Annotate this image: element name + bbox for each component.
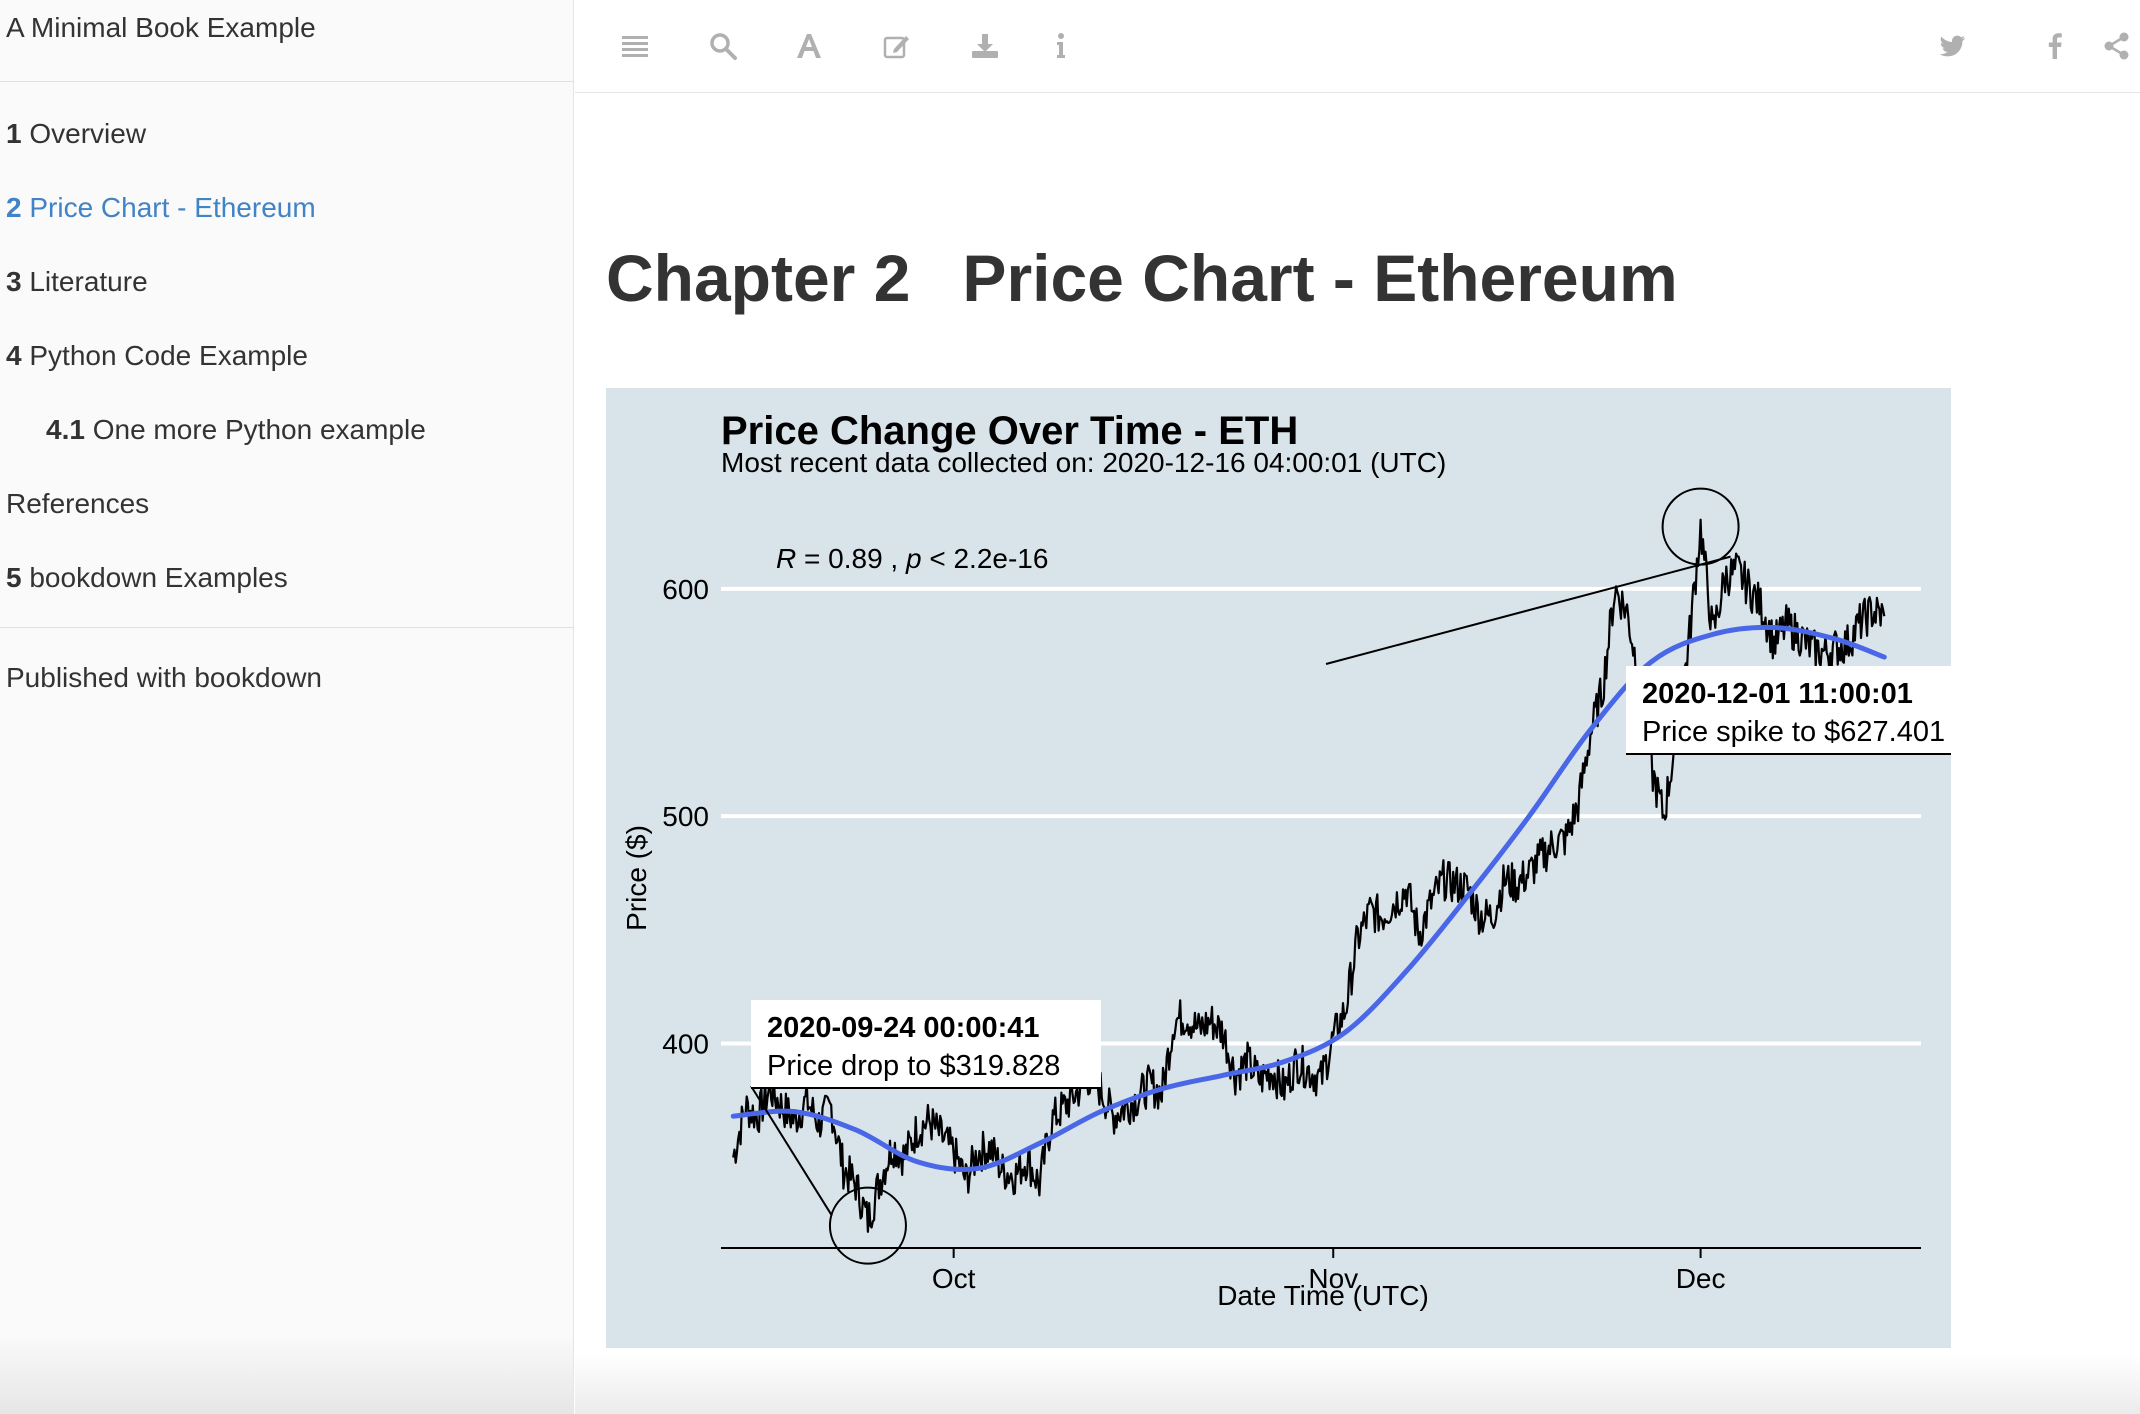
page-bottom-fade	[575, 1354, 2140, 1414]
p-value: < 2.2e-16	[929, 543, 1048, 574]
sidebar-item-number: 4	[6, 340, 22, 371]
x-tick-label: Oct	[932, 1263, 976, 1294]
published-with-link[interactable]: Published with bookdown	[6, 662, 322, 693]
sidebar-item-label: Price Chart - Ethereum	[29, 192, 316, 223]
toolbar	[575, 0, 2140, 93]
download-icon[interactable]	[965, 26, 1005, 66]
sidebar-item-python-more[interactable]: 4.1 One more Python example	[46, 414, 426, 446]
sidebar-item-price-chart[interactable]: 2 Price Chart - Ethereum	[6, 192, 316, 224]
facebook-icon[interactable]	[2035, 26, 2075, 66]
annotation-leader	[1325, 555, 1731, 665]
sidebar-item-number: 3	[6, 266, 22, 297]
price-line	[732, 518, 1886, 1233]
sidebar-item-bookdown-examples[interactable]: 5 bookdown Examples	[6, 562, 288, 594]
sidebar-item-number: 2	[6, 192, 22, 223]
annotation-text: Price spike to $627.401	[1642, 716, 1945, 748]
y-tick-label: 400	[662, 1028, 709, 1059]
sidebar-item-python-code[interactable]: 4 Python Code Example	[6, 340, 308, 372]
twitter-icon[interactable]	[1933, 26, 1973, 66]
trend-line	[730, 624, 1887, 1173]
sidebar-item-label: One more Python example	[92, 414, 426, 445]
x-tick-label: Nov	[1308, 1263, 1358, 1294]
sidebar-item-number: 4.1	[46, 414, 85, 445]
x-axis-label: Date Time (UTC)	[1217, 1280, 1429, 1311]
menu-icon[interactable]	[615, 26, 655, 66]
sidebar-item-overview[interactable]: 1 Overview	[6, 118, 146, 150]
annotation-date: 2020-09-24 00:00:41	[767, 1012, 1039, 1044]
annotation-leader	[750, 1085, 833, 1217]
chart-subtitle: Most recent data collected on: 2020-12-1…	[721, 447, 1446, 478]
p-label: p	[905, 543, 922, 574]
sidebar-item-label: References	[6, 488, 150, 519]
edit-icon[interactable]	[877, 26, 917, 66]
sidebar-item-label: bookdown Examples	[29, 562, 288, 593]
chapter-name: Price Chart - Ethereum	[962, 241, 1678, 315]
chapter-title: Chapter 2 Price Chart - Ethereum	[606, 240, 1678, 316]
sidebar-item-literature[interactable]: 3 Literature	[6, 266, 148, 298]
x-tick-label: Dec	[1676, 1263, 1726, 1294]
chart-annotations: 2020-09-24 00:00:41 Price drop to $319.82…	[750, 487, 1951, 1265]
annotation-date: 2020-12-01 11:00:01	[1642, 678, 1913, 710]
sidebar-divider	[0, 627, 574, 628]
y-tick-label: 600	[662, 574, 709, 605]
sidebar-fade	[0, 1334, 574, 1414]
chart-axes: 400 500 600 Oct Nov Dec	[662, 574, 1921, 1294]
sidebar-item-number: 5	[6, 562, 22, 593]
sidebar-item-label: Python Code Example	[29, 340, 308, 371]
sidebar-item-references[interactable]: References	[6, 488, 149, 520]
annotation-box	[1626, 666, 1951, 754]
r-label: R	[776, 543, 796, 574]
book-title[interactable]: A Minimal Book Example	[6, 12, 316, 43]
price-chart: Price Change Over Time - ETH Most recent…	[606, 388, 1951, 1348]
y-tick-label: 500	[662, 801, 709, 832]
sidebar-divider	[0, 81, 574, 82]
sidebar-item-label: Overview	[29, 118, 147, 149]
search-icon[interactable]	[703, 26, 743, 66]
annotation-text: Price drop to $319.828	[767, 1050, 1060, 1082]
sidebar-item-number: 1	[6, 118, 22, 149]
annotation-box	[751, 1000, 1101, 1088]
chapter-number: Chapter 2	[606, 241, 911, 315]
correlation-annotation: R = 0.89 , p < 2.2e-16	[776, 543, 1048, 574]
chart-series	[730, 518, 1887, 1233]
sidebar-item-label: Literature	[29, 266, 148, 297]
annotation-circle	[828, 1186, 907, 1265]
chart-gridlines	[721, 586, 1921, 1046]
info-icon[interactable]	[1041, 26, 1081, 66]
y-axis-label: Price ($)	[621, 825, 652, 931]
price-chart-svg: Price Change Over Time - ETH Most recent…	[621, 409, 1951, 1311]
sidebar: A Minimal Book Example 1 Overview 2 Pric…	[0, 0, 574, 1414]
share-icon[interactable]	[2097, 26, 2137, 66]
font-icon[interactable]	[789, 26, 829, 66]
r-value: = 0.89 ,	[804, 543, 898, 574]
chart-title: Price Change Over Time - ETH	[721, 409, 1298, 453]
